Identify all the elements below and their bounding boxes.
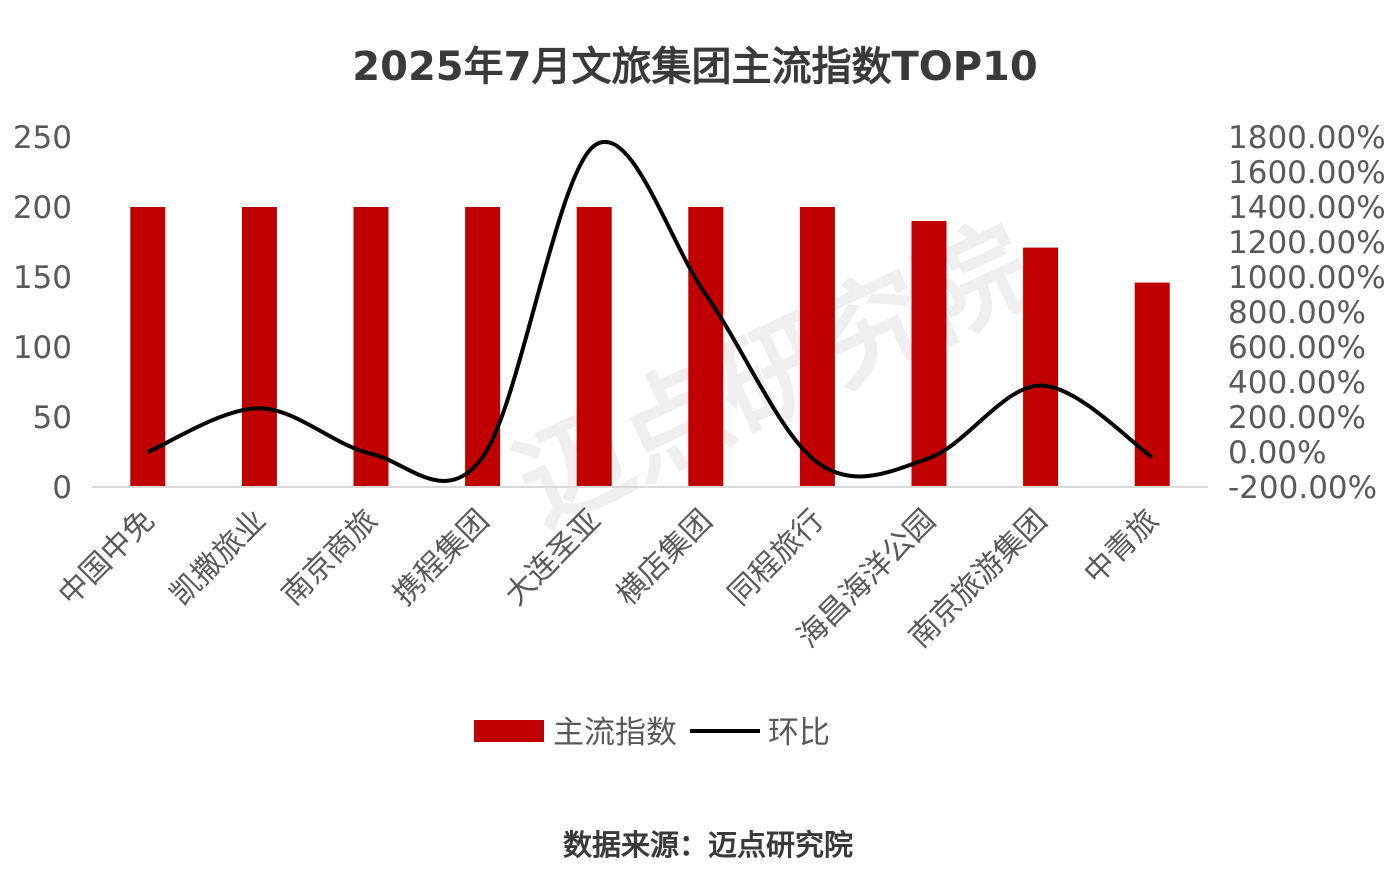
bar-10 (1134, 282, 1170, 487)
y-left-tick: 150 (13, 260, 72, 296)
x-tick-label: 同程旅行 (721, 503, 831, 613)
y-left-tick: 100 (13, 330, 72, 366)
x-tick-label: 凯撒旅业 (163, 503, 273, 613)
y-left-tick: 0 (52, 470, 72, 506)
bar-8 (911, 221, 947, 487)
x-tick-label: 横店集团 (610, 503, 720, 613)
legend-bar-label: 主流指数 (553, 715, 677, 751)
y-left-tick: 200 (13, 190, 72, 226)
y-left-axis: 0 50 100 150 200 250 (13, 120, 72, 506)
x-tick-label: 中青旅 (1077, 503, 1165, 591)
y-right-tick: 600.00% (1228, 330, 1366, 366)
x-axis: 中国中免 凯撒旅业 南京商旅 携程集团 大连圣亚 横店集团 同程旅行海昌海洋公园南京旅游集团… (52, 503, 1166, 655)
source-note: 数据来源：迈点研究院 (563, 828, 853, 862)
x-tick-label: 携程集团 (387, 503, 497, 613)
legend-bar-swatch (474, 720, 544, 742)
chart-title: 2025年7月文旅集团主流指数TOP10 (352, 44, 1037, 90)
bar-4 (465, 207, 501, 487)
y-right-tick: 1200.00% (1228, 225, 1386, 261)
bar-series (130, 207, 1170, 487)
bar-9 (1023, 247, 1059, 487)
legend-line-label: 环比 (768, 715, 830, 751)
y-right-tick: 1000.00% (1228, 260, 1386, 296)
ratio-line-series (147, 140, 1154, 483)
y-right-tick: 1800.00% (1228, 120, 1386, 156)
y-right-tick: 0.00% (1228, 435, 1326, 471)
bar-2 (241, 207, 277, 487)
y-right-tick: 400.00% (1228, 365, 1366, 401)
y-right-axis: -200.00%0.00%200.00%400.00%600.00%800.00… (1228, 120, 1386, 506)
y-right-tick: 800.00% (1228, 295, 1366, 331)
bar-5 (576, 207, 612, 487)
bar-1 (130, 207, 166, 487)
x-tick-label: 南京商旅 (275, 503, 385, 613)
bar-6 (688, 207, 724, 487)
y-right-tick: 1400.00% (1228, 190, 1386, 226)
x-tick-label: 中国中免 (52, 503, 162, 613)
bar-7 (799, 207, 835, 487)
y-right-tick: -200.00% (1228, 470, 1377, 506)
legend: 主流指数 环比 (474, 715, 830, 751)
bar-3 (353, 207, 389, 487)
y-left-tick: 50 (33, 400, 72, 436)
y-left-tick: 250 (13, 120, 72, 156)
y-right-tick: 200.00% (1228, 400, 1366, 436)
y-right-tick: 1600.00% (1228, 155, 1386, 191)
